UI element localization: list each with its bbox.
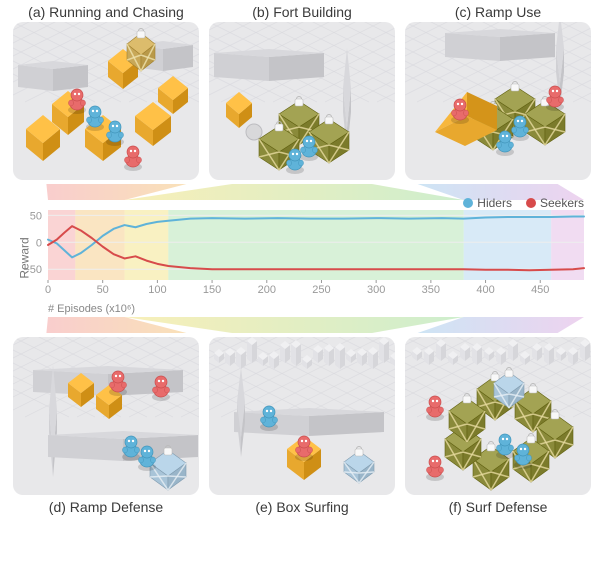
svg-text:450: 450 [531,284,549,296]
panel-e-label: (e) Box Surfing [255,499,348,515]
panel-b-thumb [209,22,395,180]
top-panels-row: (a) Running and Chasing (b) Fort Buildin… [0,0,604,180]
legend-seekers-dot [526,198,536,208]
panel-b-label: (b) Fort Building [252,4,352,20]
panel-b: (b) Fort Building [208,0,396,180]
panel-a: (a) Running and Chasing [12,0,200,180]
chart-ylabel: Reward [18,237,32,278]
panel-e: (e) Box Surfing [208,337,396,517]
panel-f: (f) Surf Defense [404,337,592,517]
panel-d-label: (d) Ramp Defense [49,499,163,515]
svg-text:200: 200 [258,284,276,296]
panel-d-thumb [13,337,199,495]
legend-hiders: Hiders [463,196,512,210]
panel-c: (c) Ramp Use [404,0,592,180]
legend-seekers-label: Seekers [540,196,584,210]
svg-text:150: 150 [203,284,221,296]
panel-f-label: (f) Surf Defense [449,499,548,515]
svg-text:250: 250 [312,284,330,296]
chart-xlabel: # Episodes (x10⁶) [48,303,592,315]
legend-hiders-dot [463,198,473,208]
panel-f-thumb [405,337,591,495]
panel-a-label: (a) Running and Chasing [28,4,184,20]
svg-text:50: 50 [30,210,42,222]
svg-text:0: 0 [36,237,42,249]
panel-d: (d) Ramp Defense [12,337,200,517]
svg-text:300: 300 [367,284,385,296]
svg-text:50: 50 [97,284,109,296]
panel-c-label: (c) Ramp Use [455,4,541,20]
panel-e-thumb [209,337,395,495]
panel-a-thumb [13,22,199,180]
svg-text:0: 0 [45,284,51,296]
chart-legend: Hiders Seekers [463,196,584,210]
svg-text:350: 350 [422,284,440,296]
svg-text:400: 400 [476,284,494,296]
legend-hiders-label: Hiders [477,196,512,210]
svg-text:100: 100 [148,284,166,296]
bottom-panels-row: (d) Ramp Defense (e) Box Surfing (f) Sur… [0,337,604,517]
legend-seekers: Seekers [526,196,584,210]
bottom-wedge-row [12,317,592,333]
panel-c-thumb [405,22,591,180]
reward-chart: Hiders Seekers Reward −50050050100150200… [12,200,592,315]
